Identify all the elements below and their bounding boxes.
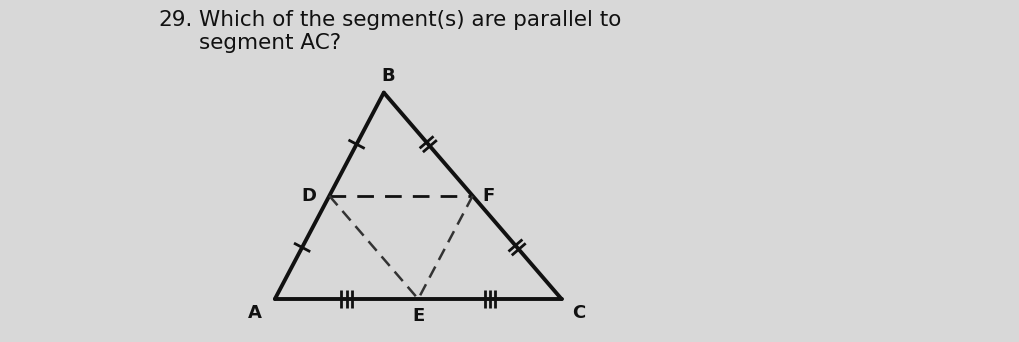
Text: B: B xyxy=(381,67,395,85)
Text: A: A xyxy=(249,304,262,322)
Text: D: D xyxy=(302,187,317,205)
Text: C: C xyxy=(572,304,585,322)
Text: Which of the segment(s) are parallel to
segment AC?: Which of the segment(s) are parallel to … xyxy=(199,10,621,53)
Text: F: F xyxy=(482,187,494,205)
Text: 29.: 29. xyxy=(158,10,193,30)
Text: E: E xyxy=(412,307,424,325)
